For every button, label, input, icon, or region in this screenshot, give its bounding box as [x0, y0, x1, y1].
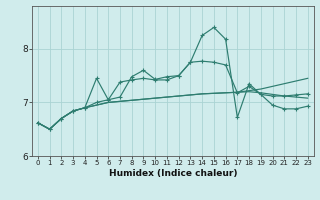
X-axis label: Humidex (Indice chaleur): Humidex (Indice chaleur)	[108, 169, 237, 178]
